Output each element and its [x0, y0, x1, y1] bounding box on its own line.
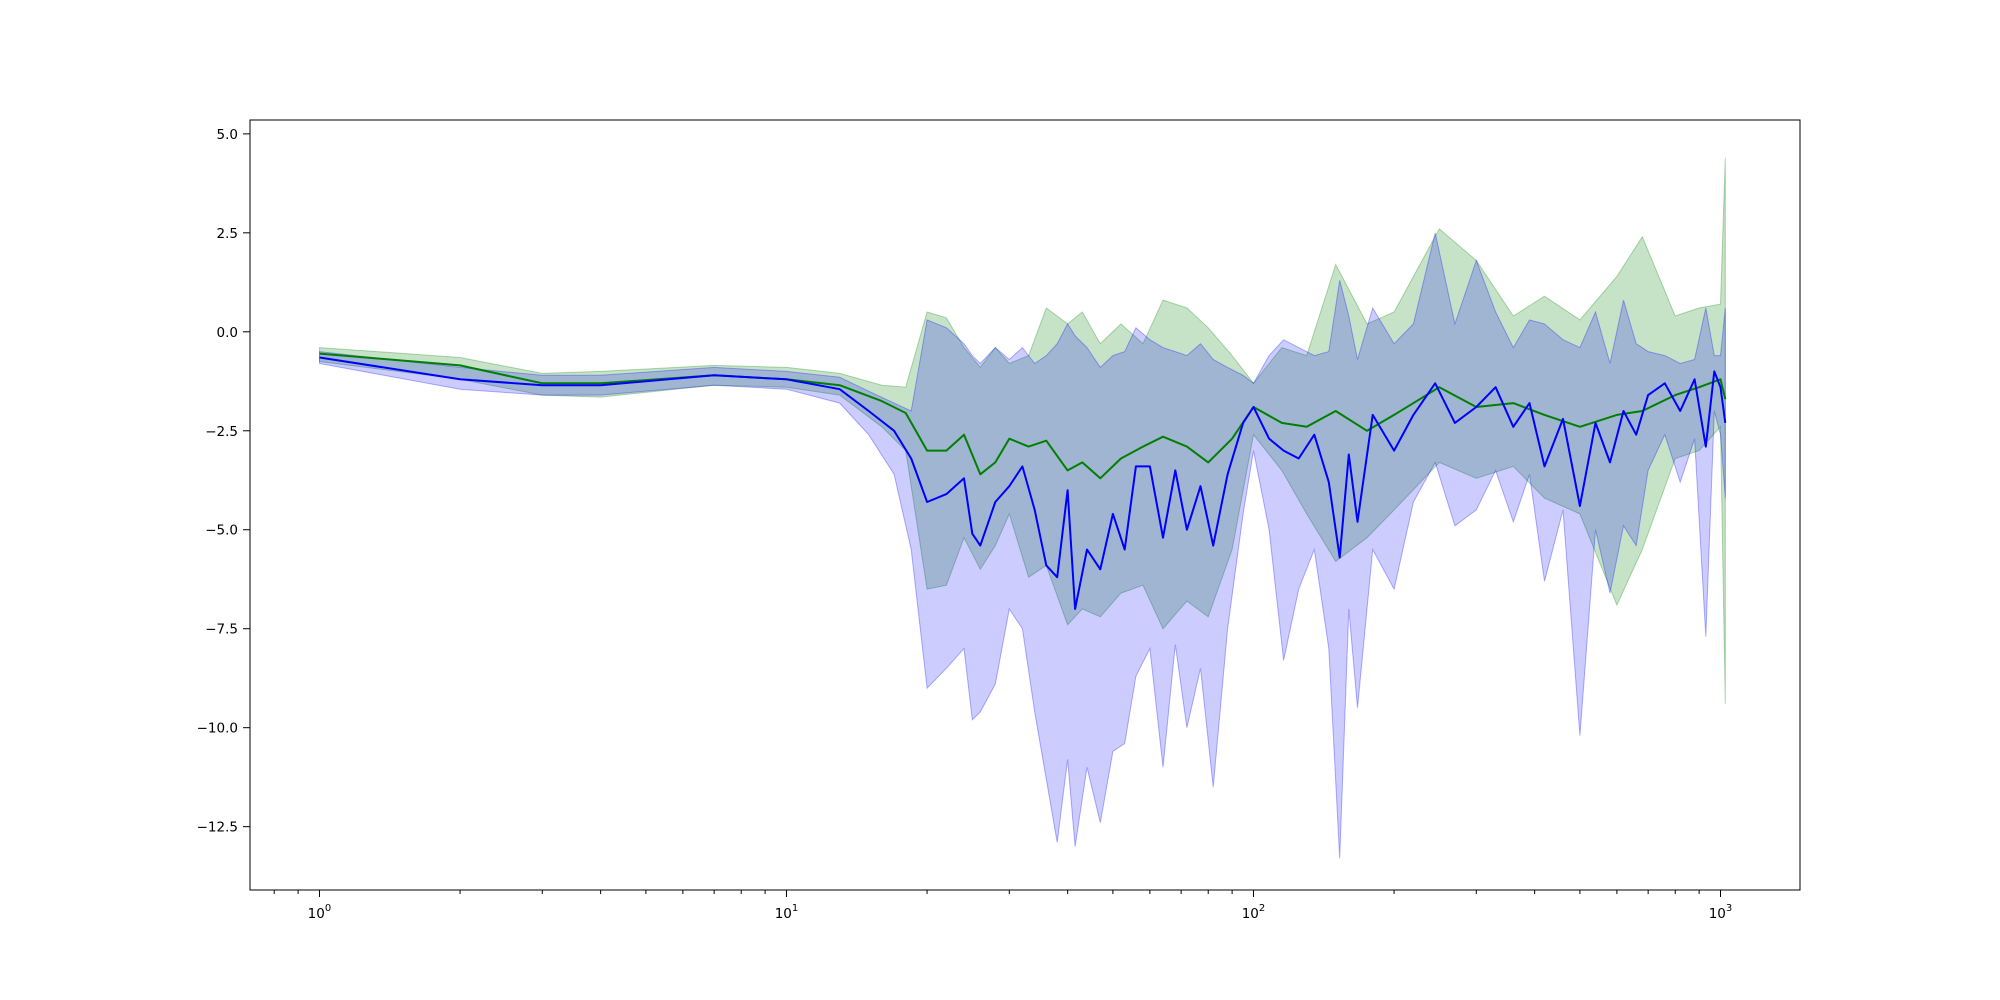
- y-tick-label: 0.0: [217, 325, 238, 341]
- y-axis: 5.0 2.5 0.0 −2.5 −5.0 −7.5 −10.0 −12.5: [197, 127, 250, 836]
- series-2-line: [319, 356, 1727, 610]
- x-tick-label: 102: [1242, 903, 1266, 922]
- y-tick-label: −10.0: [197, 721, 238, 737]
- x-tick-label: 101: [775, 903, 799, 922]
- y-tick-label: 2.5: [217, 226, 238, 242]
- series-lines: [319, 352, 1727, 610]
- y-tick-label: −2.5: [205, 424, 238, 440]
- y-tick-label: 5.0: [217, 127, 238, 143]
- series-1-band: [319, 157, 1726, 704]
- series-1-line: [319, 352, 1727, 480]
- y-tick-label: −7.5: [205, 622, 238, 638]
- confidence-bands: [319, 157, 1726, 859]
- series-2-band: [319, 232, 1726, 859]
- x-axis: 100 101 102 103: [273, 890, 1733, 922]
- x-tick-label: 100: [308, 903, 332, 922]
- plot-frame: [249, 119, 1801, 891]
- y-tick-label: −5.0: [205, 523, 238, 539]
- y-tick-label: −12.5: [197, 820, 238, 836]
- x-tick-label: 103: [1709, 903, 1733, 922]
